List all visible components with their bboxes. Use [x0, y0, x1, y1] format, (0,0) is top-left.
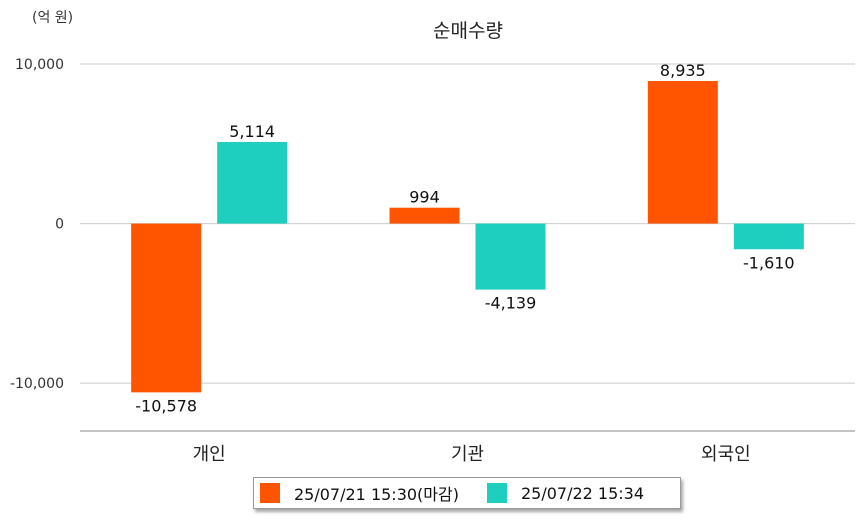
- legend-swatch-series-2: [486, 483, 507, 503]
- data-label: 994: [409, 188, 440, 207]
- x-tick-label: 외국인: [701, 444, 751, 465]
- data-label: 8,935: [660, 61, 706, 80]
- legend: 25/07/21 15:30(마감) 25/07/22 15:34: [253, 477, 681, 509]
- data-label: 5,114: [229, 122, 275, 141]
- bar-1[interactable]: [647, 80, 718, 224]
- data-label: -4,139: [485, 294, 537, 313]
- data-label: -1,610: [743, 253, 795, 272]
- legend-label-series-2: 25/07/22 15:34: [520, 483, 645, 503]
- legend-swatch-series-1: [260, 483, 280, 503]
- y-axis-ticks: -10,000 0 10,000: [10, 57, 64, 392]
- legend-label-series-1: 25/07/21 15:30(마감): [294, 485, 459, 504]
- bar-2[interactable]: [217, 141, 288, 224]
- bar-1[interactable]: [131, 223, 202, 393]
- chart-title: 순매수량: [433, 20, 503, 42]
- bar-2[interactable]: [733, 223, 804, 250]
- legend-item-series-2[interactable]: 25/07/22 15:34: [486, 483, 645, 503]
- data-label: -10,578: [135, 396, 197, 415]
- y-tick-label: -10,000: [10, 376, 64, 392]
- x-axis-ticks: 개인 기관 외국인: [193, 444, 751, 465]
- bar-2[interactable]: [475, 223, 546, 290]
- x-tick-label: 기관: [451, 444, 484, 465]
- y-tick-label: 0: [55, 217, 64, 233]
- bars: [131, 80, 804, 393]
- bar-chart: -10,578 5,114 994 -4,139 8,935 -1,610 -10,000…: [10, 10, 855, 465]
- y-tick-label: 10,000: [15, 57, 64, 73]
- gridlines: [80, 63, 855, 384]
- bar-1[interactable]: [389, 207, 460, 224]
- legend-item-series-1[interactable]: 25/07/21 15:30(마감): [260, 481, 459, 505]
- data-labels: -10,578 5,114 994 -4,139 8,935 -1,610: [135, 61, 794, 415]
- x-tick-label: 개인: [193, 444, 226, 465]
- unit-label: (억 원): [32, 10, 73, 26]
